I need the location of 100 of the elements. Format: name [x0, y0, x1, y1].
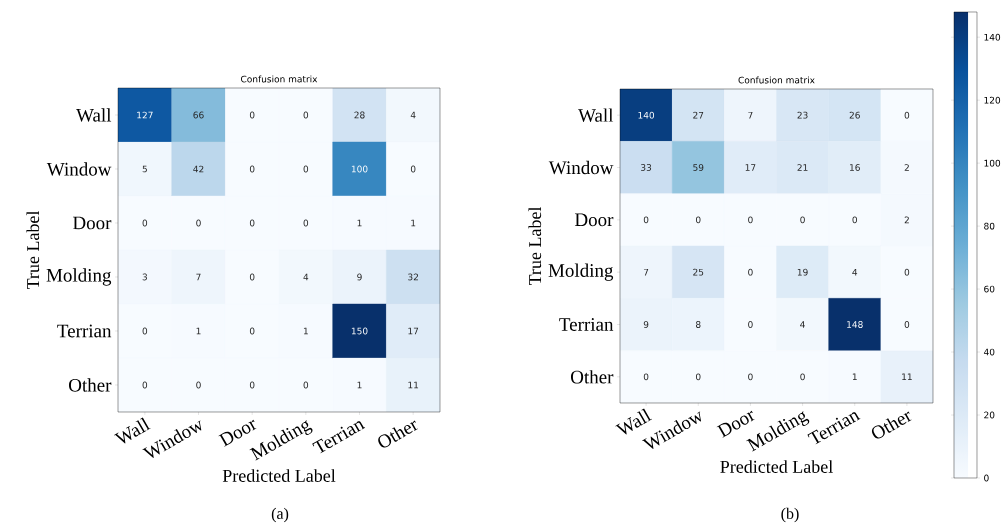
chart-title: Confusion matrix — [738, 76, 815, 84]
data-label: 0 — [748, 321, 753, 328]
data-label: 0 — [748, 216, 753, 224]
data-label: 21 — [797, 164, 808, 171]
data-label: 0 — [249, 327, 255, 335]
data-label: 4 — [800, 321, 805, 328]
color-bar-label: 120 — [984, 96, 1001, 104]
data-label: 0 — [748, 268, 753, 276]
data-label: 4 — [303, 273, 309, 281]
data-label: 0 — [800, 216, 805, 224]
color-bar-label: 60 — [984, 285, 995, 293]
data-label: 0 — [196, 381, 201, 389]
data-label: 0 — [852, 216, 858, 224]
data-label: 11 — [408, 381, 419, 389]
data-label: 1 — [411, 219, 416, 227]
data-label: 16 — [850, 164, 860, 171]
data-label: 7 — [748, 111, 753, 119]
data-label: 0 — [904, 321, 910, 328]
y-tick-label: Wall — [76, 108, 112, 122]
data-label: 4 — [410, 111, 416, 119]
data-label: 25 — [693, 268, 704, 276]
data-label: 0 — [695, 216, 701, 224]
y-tick-label: Window — [548, 160, 614, 175]
y-tick-label: Molding — [46, 268, 112, 286]
y-axis-title: True Label — [26, 210, 40, 290]
data-label: 0 — [695, 373, 701, 381]
chart-title: Confusion matrix — [241, 75, 318, 83]
y-tick-label: Terrian — [57, 324, 112, 338]
y-tick-label: Other — [69, 378, 112, 392]
y-tick-label: Other — [571, 370, 614, 384]
data-label: 150 — [351, 327, 368, 335]
data-label: 7 — [196, 273, 201, 281]
data-label: 19 — [797, 268, 808, 276]
data-label: 0 — [142, 219, 148, 227]
data-label: 0 — [303, 111, 309, 119]
y-tick-label: Door — [574, 213, 614, 227]
data-label: 148 — [847, 321, 863, 328]
x-axis-title: Predicted Label — [222, 469, 336, 482]
data-label: 0 — [249, 111, 255, 119]
data-label: 27 — [693, 111, 704, 119]
x-axis-title: Predicted Label — [720, 460, 833, 473]
x-tick-label: Terrian — [312, 421, 366, 454]
data-label: 17 — [408, 327, 419, 335]
data-label: 9 — [643, 321, 649, 328]
color-bar-label: 20 — [984, 411, 995, 419]
y-tick-label: Terrian — [559, 318, 614, 331]
data-label: 7 — [643, 268, 649, 276]
data-label: 0 — [800, 373, 805, 381]
data-label: 5 — [142, 165, 147, 173]
data-label: 59 — [693, 164, 704, 171]
data-label: 1 — [303, 327, 308, 335]
data-label: 33 — [641, 164, 652, 171]
x-tick-label: Other — [871, 411, 912, 439]
data-label: 32 — [408, 273, 418, 281]
data-label: 28 — [354, 111, 365, 119]
color-bar-label: 40 — [983, 348, 995, 356]
color-bar-label: 0 — [984, 474, 989, 482]
data-label: 42 — [193, 165, 204, 173]
data-label: 0 — [410, 165, 416, 173]
text: (a) — [271, 507, 289, 523]
data-label: 17 — [745, 164, 756, 171]
data-label: 0 — [643, 373, 649, 381]
data-label: 0 — [904, 111, 910, 119]
data-label: 100 — [351, 165, 368, 173]
data-label: 66 — [193, 111, 204, 119]
data-label: 0 — [904, 268, 910, 276]
y-tick-label: Wall — [578, 108, 614, 122]
data-label: 4 — [852, 268, 858, 276]
data-label: 1 — [852, 373, 857, 381]
data-label: 23 — [797, 111, 808, 119]
y-axis-title: True Label — [528, 206, 542, 286]
data-label: 0 — [303, 165, 309, 173]
y-tick-label: Molding — [548, 263, 614, 281]
text: (b) — [781, 507, 799, 523]
data-label: 0 — [249, 165, 255, 173]
data-label: 9 — [357, 273, 362, 281]
data-label: 0 — [249, 219, 255, 227]
y-tick-label: Door — [72, 216, 112, 230]
data-label: 0 — [303, 381, 309, 389]
data-label: 2 — [904, 216, 909, 224]
data-label: 127 — [137, 111, 153, 119]
data-label: 0 — [249, 381, 255, 389]
data-label: 8 — [696, 321, 701, 328]
color-bar-label: 100 — [984, 159, 1001, 167]
data-label: 3 — [142, 273, 147, 281]
data-label: 2 — [904, 164, 909, 171]
data-label: 140 — [638, 111, 655, 119]
data-label: 0 — [142, 327, 148, 335]
data-label: 0 — [196, 219, 201, 227]
data-label: 0 — [748, 373, 753, 381]
data-label: 0 — [643, 216, 649, 224]
color-bar-label: 140 — [984, 33, 1001, 41]
data-label: 1 — [357, 381, 362, 389]
x-tick-label: Other — [378, 420, 418, 448]
data-label: 0 — [303, 219, 309, 227]
color-bar-label: 80 — [984, 222, 995, 230]
data-label: 26 — [849, 111, 860, 119]
data-label: 0 — [142, 381, 148, 389]
data-label: 0 — [249, 273, 255, 281]
data-label: 11 — [902, 373, 912, 381]
